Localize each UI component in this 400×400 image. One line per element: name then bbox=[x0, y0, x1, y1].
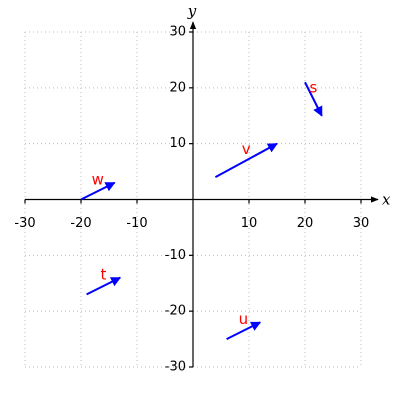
y-tick-label: -10 bbox=[165, 248, 186, 263]
vector-label: v bbox=[242, 140, 251, 158]
x-tick-label: -30 bbox=[14, 216, 35, 231]
y-tick-label: -20 bbox=[165, 304, 186, 319]
x-tick-label: -20 bbox=[70, 216, 91, 231]
x-tick-label: 10 bbox=[241, 216, 258, 231]
vector-label: u bbox=[239, 310, 249, 328]
x-axis-label: x bbox=[382, 191, 391, 209]
axes: -30 -20 -10 10 20 30 -30 -20 -10 10 20 30 x y bbox=[14, 2, 391, 375]
y-tick-label: 20 bbox=[169, 80, 186, 95]
vector-label: w bbox=[92, 171, 104, 189]
vector-label: t bbox=[100, 266, 106, 284]
vector-arrow bbox=[304, 81, 323, 117]
y-tick-label: 10 bbox=[169, 136, 186, 151]
y-tick-label: 30 bbox=[169, 25, 186, 40]
vector-arrow bbox=[86, 276, 122, 296]
vector-label: s bbox=[309, 79, 317, 97]
x-tick-label: 20 bbox=[297, 216, 314, 231]
y-tick-label: -30 bbox=[165, 360, 186, 375]
x-tick-label: 30 bbox=[353, 216, 370, 231]
x-tick-label: -10 bbox=[126, 216, 147, 231]
vector-arrow bbox=[214, 142, 278, 179]
y-axis-label: y bbox=[187, 2, 197, 20]
vector-arrow bbox=[80, 181, 116, 201]
vectors: w v s t u bbox=[80, 79, 323, 340]
vector-arrow bbox=[226, 321, 262, 340]
